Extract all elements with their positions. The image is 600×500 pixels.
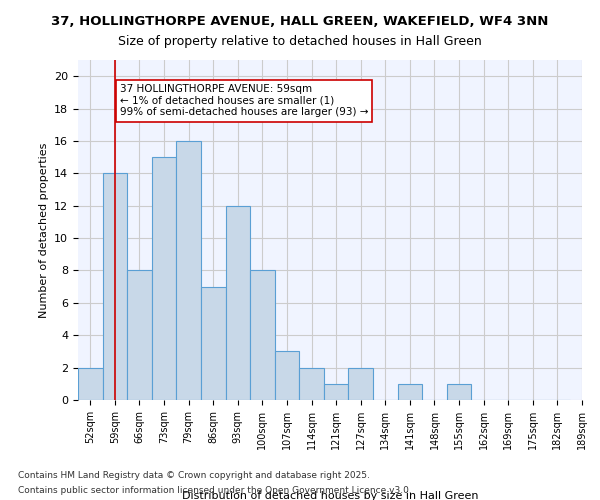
Bar [349,368,373,400]
Y-axis label: Number of detached properties: Number of detached properties [38,142,49,318]
Bar [78,368,103,400]
Text: Contains public sector information licensed under the Open Government Licence v3: Contains public sector information licen… [18,486,412,495]
Bar [176,141,201,400]
Text: Size of property relative to detached houses in Hall Green: Size of property relative to detached ho… [118,35,482,48]
Text: 37, HOLLINGTHORPE AVENUE, HALL GREEN, WAKEFIELD, WF4 3NN: 37, HOLLINGTHORPE AVENUE, HALL GREEN, WA… [52,15,548,28]
Bar [152,157,176,400]
X-axis label: Distribution of detached houses by size in Hall Green: Distribution of detached houses by size … [182,491,478,500]
Bar [103,174,127,400]
Bar [226,206,250,400]
Bar [398,384,422,400]
Bar [299,368,324,400]
Bar [201,286,226,400]
Text: 37 HOLLINGTHORPE AVENUE: 59sqm
← 1% of detached houses are smaller (1)
99% of se: 37 HOLLINGTHORPE AVENUE: 59sqm ← 1% of d… [120,84,368,117]
Bar [250,270,275,400]
Bar [127,270,152,400]
Bar [447,384,472,400]
Text: Contains HM Land Registry data © Crown copyright and database right 2025.: Contains HM Land Registry data © Crown c… [18,471,370,480]
Bar [324,384,349,400]
Bar [275,352,299,400]
